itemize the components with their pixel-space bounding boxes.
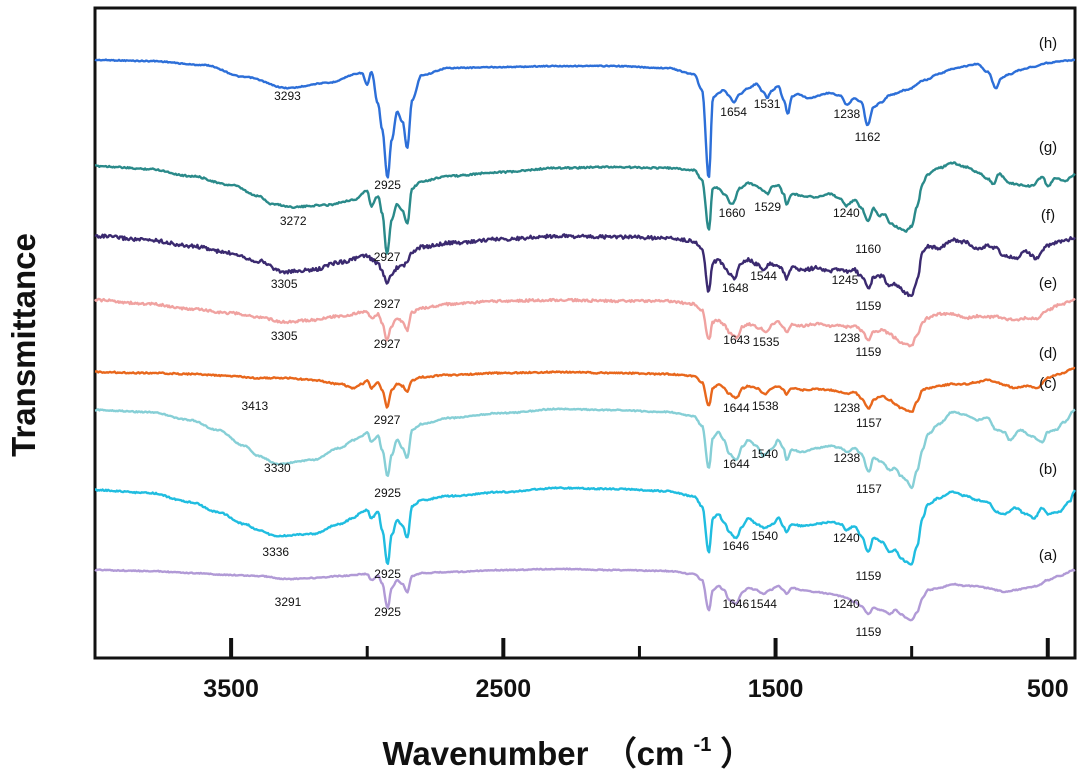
peak-label: 1160 <box>855 242 881 256</box>
series-line <box>94 366 1076 413</box>
peak-label: 2927 <box>374 337 401 351</box>
peak-label: 1157 <box>856 416 882 430</box>
series-name-label: (g) <box>1039 139 1057 156</box>
peak-label: 1654 <box>720 105 747 119</box>
x-tick-label: 2500 <box>476 675 532 703</box>
x-tick-label: 500 <box>1027 675 1069 703</box>
x-axis-title-unit-exp: -1 <box>694 734 712 756</box>
plot-frame <box>93 6 1077 660</box>
peak-label: 1157 <box>856 482 882 496</box>
series-line <box>94 486 1077 566</box>
peak-label: 1159 <box>855 625 881 639</box>
peak-label: 1162 <box>855 130 881 144</box>
peak-label: 1535 <box>753 335 780 349</box>
peak-label: 1238 <box>834 107 861 121</box>
peak-label: 1644 <box>723 457 750 471</box>
peak-label: 1159 <box>855 299 881 313</box>
peak-label: 1238 <box>834 331 861 345</box>
series-line <box>94 567 1076 622</box>
series-name-label: (c) <box>1039 375 1057 392</box>
x-axis-title: Wavenumber （cm -1 ） <box>382 721 753 772</box>
x-axis-title-main: Wavenumber <box>382 735 588 772</box>
series-name-label: (f) <box>1041 207 1055 224</box>
peak-label: 1660 <box>719 206 746 220</box>
peak-label: 2927 <box>374 297 401 311</box>
peak-labels-layer: (h) 3293 2925 1654 1531 1238 1162 (g) 3272 2927 16… <box>241 35 1057 639</box>
series-layer <box>94 58 1077 622</box>
peak-label: 3413 <box>241 399 268 413</box>
peak-label: 1643 <box>723 333 750 347</box>
series-name-label: (a) <box>1039 547 1057 564</box>
peak-label: 1245 <box>832 273 859 287</box>
peak-label: 1540 <box>751 447 778 461</box>
peak-label: 3336 <box>262 545 289 559</box>
series-line <box>94 297 1076 348</box>
peak-label: 1240 <box>833 597 860 611</box>
x-tick-label: 1500 <box>748 675 804 703</box>
peak-label: 3293 <box>274 89 301 103</box>
peak-label: 3291 <box>275 595 302 609</box>
y-axis-title: Transmittance <box>5 233 42 457</box>
peak-label: 1240 <box>833 531 860 545</box>
x-tick-label: 3500 <box>203 675 259 703</box>
peak-label: 1646 <box>722 539 749 553</box>
peak-label: 1538 <box>752 399 779 413</box>
series-name-label: (h) <box>1039 35 1057 52</box>
peak-label: 2927 <box>374 250 401 264</box>
peak-label: 1544 <box>750 597 777 611</box>
x-axis-title-unit-close: ） <box>721 735 754 772</box>
peak-label: 1544 <box>750 269 777 283</box>
peak-label: 3305 <box>271 329 298 343</box>
peak-label: 2925 <box>374 605 401 619</box>
x-axis-title-unit: （cm <box>604 735 685 772</box>
peak-label: 1529 <box>754 200 781 214</box>
series-line <box>94 58 1076 179</box>
peak-label: 3272 <box>280 214 307 228</box>
peak-label: 2925 <box>374 486 401 500</box>
peak-label: 3330 <box>264 461 291 475</box>
peak-label: 1159 <box>855 345 881 359</box>
peak-label: 2925 <box>374 567 401 581</box>
peak-label: 2927 <box>374 413 401 427</box>
peak-label: 1238 <box>834 451 861 465</box>
series-name-label: (d) <box>1039 345 1057 362</box>
peak-label: 1644 <box>723 401 750 415</box>
peak-label: 1540 <box>751 529 778 543</box>
peak-label: 2925 <box>374 178 401 192</box>
series-line <box>94 233 1076 298</box>
peak-label: 1646 <box>722 597 749 611</box>
series-line <box>94 161 1076 255</box>
peak-label: 1159 <box>855 569 881 583</box>
peak-label: 3305 <box>271 277 298 291</box>
peak-label: 1240 <box>833 206 860 220</box>
x-axis-ticks: 3500 2500 1500 500 <box>203 638 1069 703</box>
series-line <box>94 407 1076 490</box>
series-name-label: (b) <box>1039 461 1057 478</box>
peak-label: 1531 <box>754 97 781 111</box>
series-name-label: (e) <box>1039 275 1057 292</box>
peak-label: 1648 <box>722 281 749 295</box>
peak-label: 1238 <box>834 401 861 415</box>
